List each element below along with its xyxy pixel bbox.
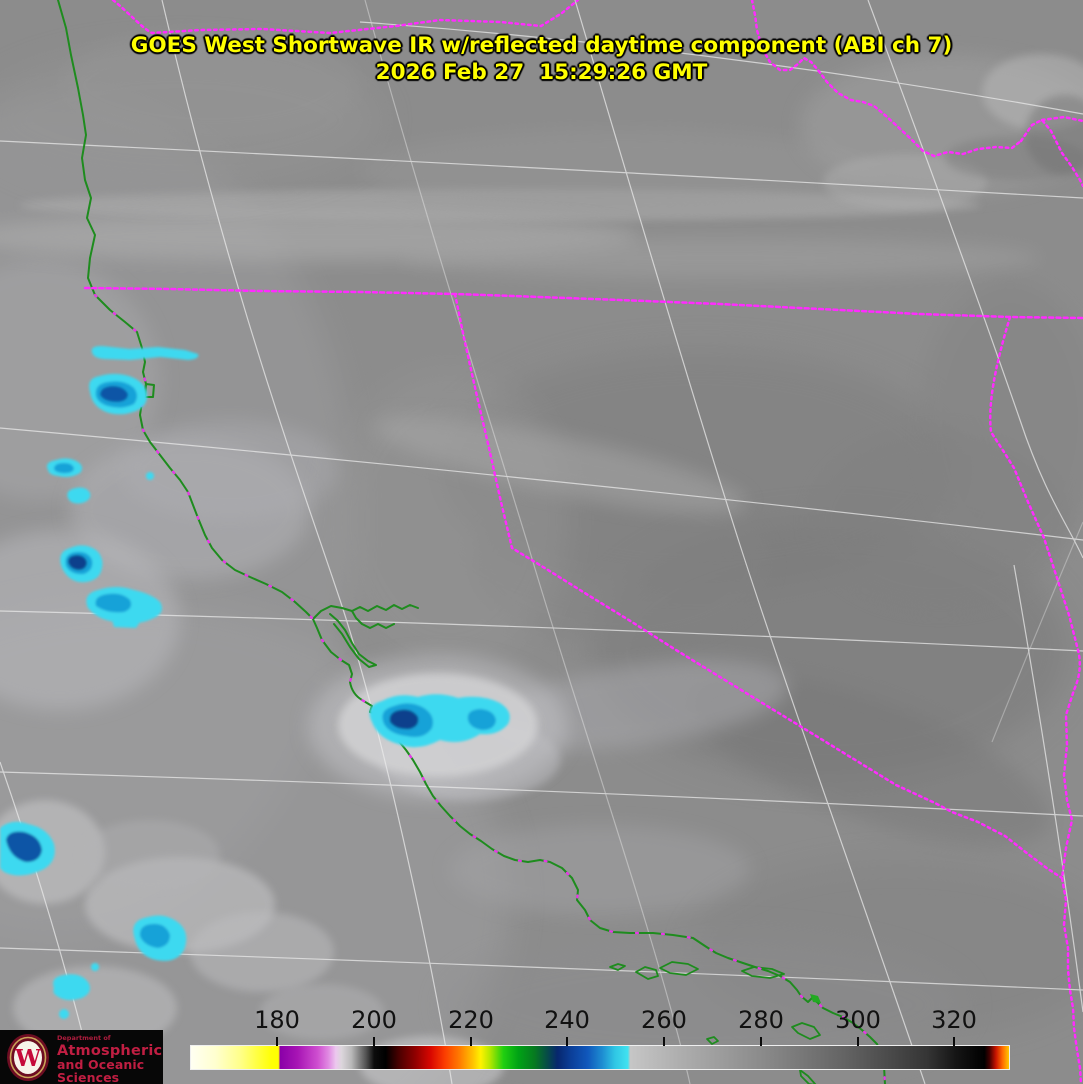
colorbar-tick	[662, 1037, 665, 1046]
colorbar-tick	[953, 1037, 956, 1046]
colorbar-tick	[759, 1037, 762, 1046]
colorbar-tick	[372, 1037, 375, 1046]
uw-crest-icon: W	[7, 1034, 49, 1081]
colorbar-tick	[566, 1037, 569, 1046]
colorbar-tick-label: 180	[254, 1006, 300, 1034]
cold-cloud-tops	[0, 346, 510, 1074]
image-timestamp: 2026 Feb 27 15:29:26 GMT	[375, 60, 708, 85]
image-title: GOES West Shortwave IR w/reflected dayti…	[130, 33, 953, 58]
colorbar-tick-label: 280	[738, 1006, 784, 1034]
colorbar-tick-label: 240	[544, 1006, 590, 1034]
state-borders	[83, 0, 1083, 1084]
uw-monogram: W	[14, 1045, 42, 1072]
colorbar-tick	[856, 1037, 859, 1046]
temperature-colorbar: 180 200 220 240 260 280 300 320	[190, 1006, 1010, 1070]
colorbar-tick	[275, 1037, 278, 1046]
colorbar-tick-label: 200	[351, 1006, 397, 1034]
colorbar-tick-label: 220	[448, 1006, 494, 1034]
colorbar-tick-label: 260	[641, 1006, 687, 1034]
channel-islands	[609, 961, 821, 1084]
logo-name-line2: and Oceanic Sciences	[57, 1057, 145, 1084]
logo-text: Department of Atmospheric and Oceanic Sc…	[57, 1035, 163, 1084]
colorbar-tick-label: 300	[835, 1006, 881, 1034]
colorbar-tick	[470, 1037, 472, 1046]
logo-name-line1: Atmospheric	[57, 1042, 163, 1059]
aos-logo: W Department of Atmospheric and Oceanic …	[0, 1030, 163, 1084]
logo-dept-line: Department of	[57, 1034, 111, 1042]
colorbar-tick-label: 320	[931, 1006, 977, 1034]
